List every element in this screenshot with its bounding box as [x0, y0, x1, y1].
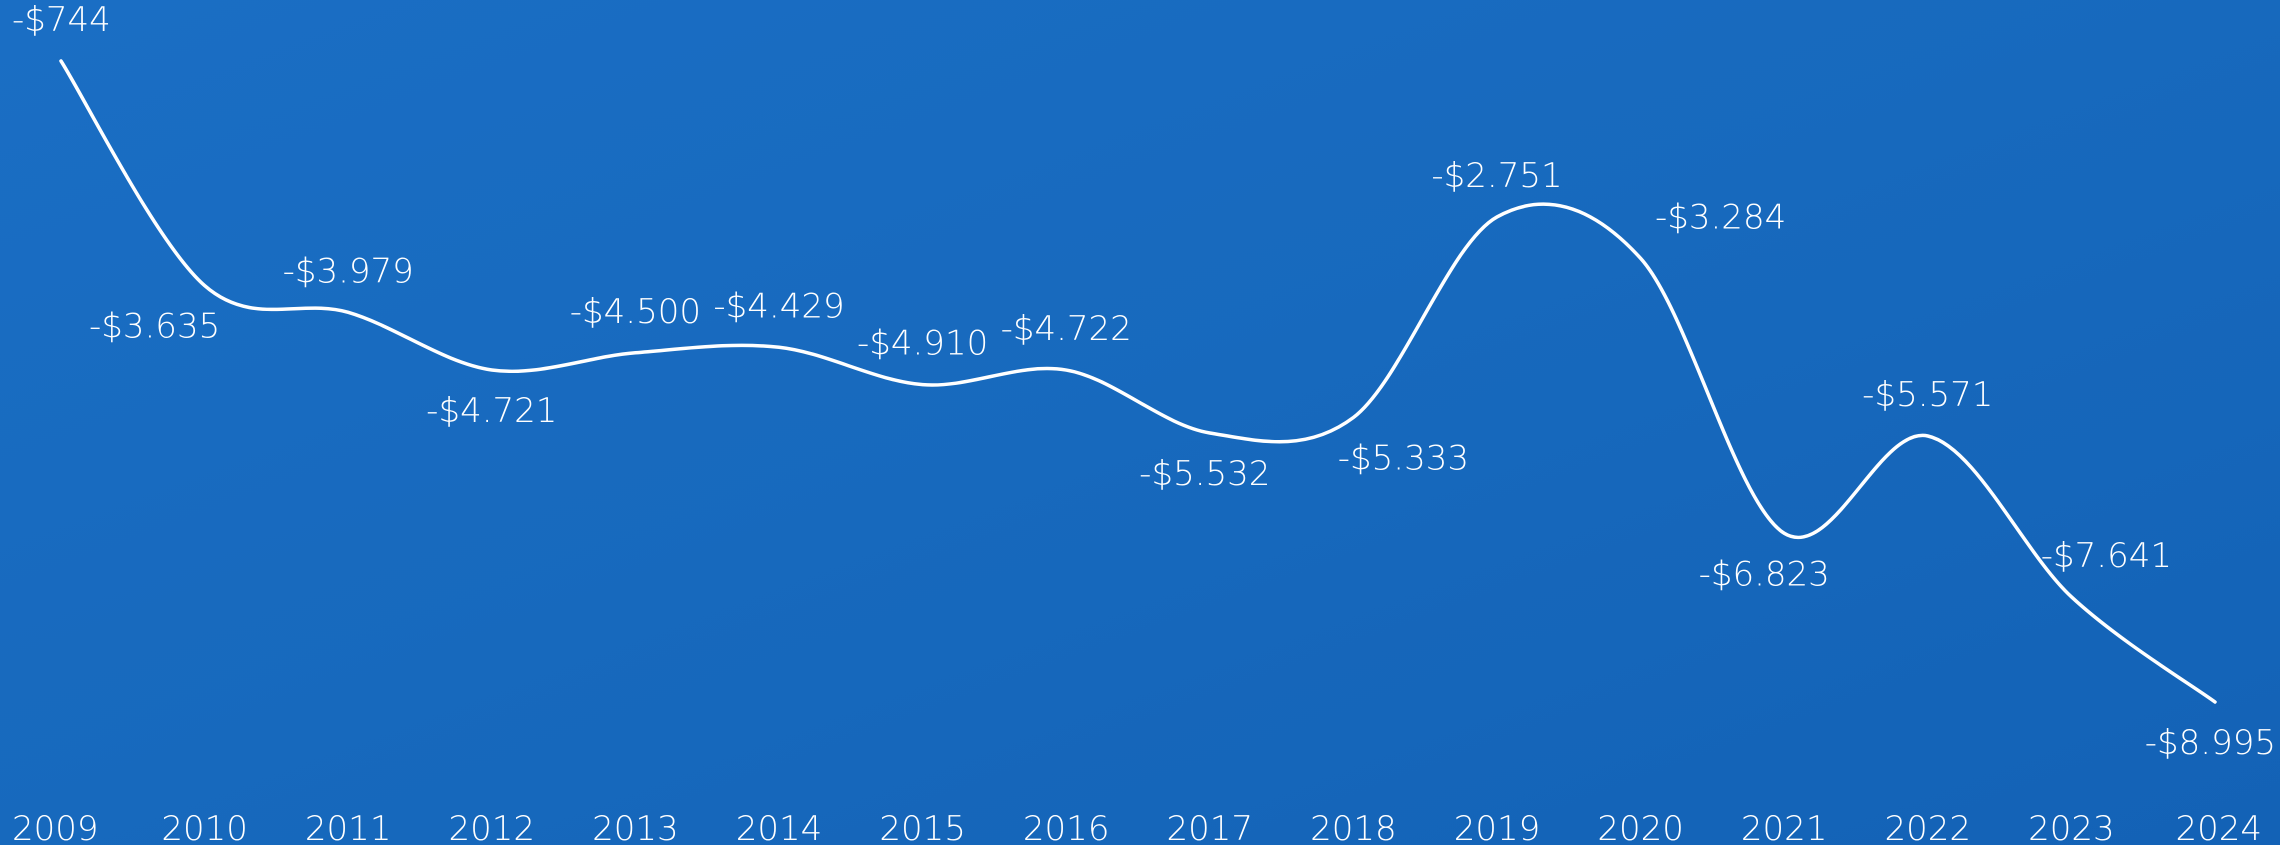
data-label: -$4.500 [570, 292, 701, 332]
data-label: -$3.979 [283, 251, 414, 291]
x-tick-label: 2024 [2175, 809, 2262, 845]
x-tick-label: 2022 [1885, 809, 1972, 845]
x-tick-label: 2010 [161, 809, 248, 845]
data-label: -$5.571 [1862, 375, 1993, 415]
x-tick-label: 2013 [592, 809, 679, 845]
x-tick-label: 2009 [12, 809, 99, 845]
data-label: -$5.532 [1139, 454, 1270, 494]
x-tick-label: 2015 [879, 809, 966, 845]
data-label: -$3.635 [89, 307, 220, 347]
line [59, 59, 2217, 704]
x-tick-label: 2017 [1167, 809, 1254, 845]
x-tick-label: 2020 [1597, 809, 1684, 845]
data-label: -$4.722 [1001, 309, 1132, 349]
data-label: -$2.751 [1431, 156, 1562, 196]
data-label: -$4.910 [857, 324, 988, 364]
x-tick-label: 2016 [1023, 809, 1110, 845]
data-label: -$4.721 [426, 391, 557, 431]
x-tick-label: 2012 [449, 809, 536, 845]
data-label: -$744 [12, 0, 111, 40]
x-tick-label: 2011 [305, 809, 392, 845]
x-tick-label: 2019 [1454, 809, 1541, 845]
data-label: -$3.284 [1655, 197, 1786, 237]
x-tick-label: 2014 [736, 809, 823, 845]
x-tick-label: 2023 [2028, 809, 2115, 845]
data-label: -$6.823 [1699, 554, 1830, 594]
plot: -$744 2009 -$3.635 2010 -$3.979 2011 -$4.721 20… [12, 0, 2276, 845]
data-label: -$4.429 [713, 286, 844, 326]
data-label: -$7.641 [2041, 536, 2172, 576]
data-label: -$8.995 [2145, 723, 2276, 763]
x-tick-label: 2018 [1310, 809, 1397, 845]
data-label: -$5.333 [1338, 439, 1469, 479]
x-tick-label: 2021 [1741, 809, 1828, 845]
